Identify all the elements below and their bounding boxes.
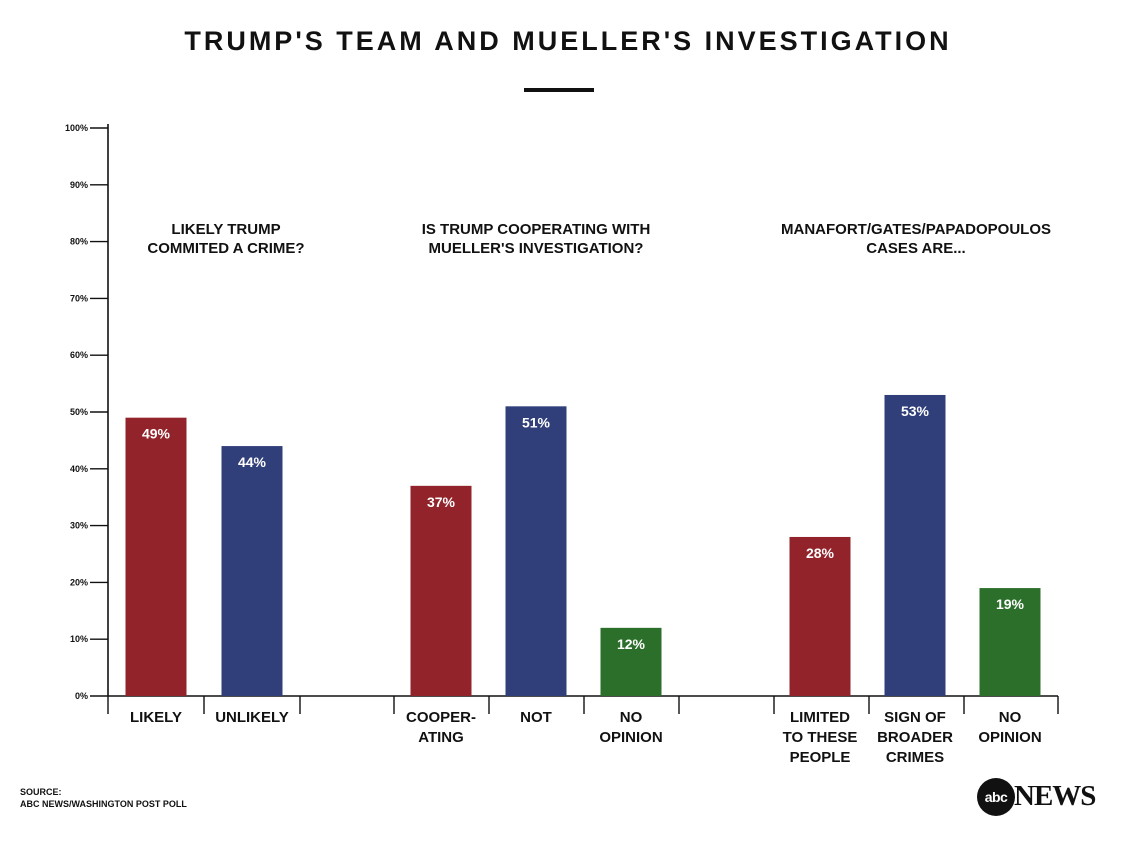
x-category-label: OPINION: [599, 729, 662, 746]
bar-blue: [221, 446, 283, 696]
y-tick-label: 0%: [75, 691, 88, 701]
source-text: ABC NEWS/WASHINGTON POST POLL: [20, 799, 187, 809]
x-category-label: TO THESE: [783, 729, 858, 746]
source-label: SOURCE:: [20, 787, 62, 797]
x-category-label: NOT: [520, 709, 552, 726]
y-tick-label: 50%: [70, 407, 88, 417]
y-tick-label: 100%: [65, 123, 88, 133]
bar-value-label: 37%: [427, 494, 456, 510]
x-category-label: SIGN OF: [884, 709, 946, 726]
x-category-label: LIMITED: [790, 709, 850, 726]
bar-value-label: 51%: [522, 414, 551, 430]
bar-value-label: 19%: [996, 596, 1025, 612]
group-question-label: IS TRUMP COOPERATING WITH: [422, 221, 651, 238]
bar-blue: [884, 394, 946, 696]
y-tick-label: 20%: [70, 577, 88, 587]
source-note: SOURCE: ABC NEWS/WASHINGTON POST POLL: [20, 786, 187, 810]
y-tick-label: 90%: [70, 180, 88, 190]
bar-red: [125, 417, 187, 696]
group-question-label: COMMITED A CRIME?: [147, 240, 304, 257]
group-question-label: CASES ARE...: [866, 240, 965, 257]
bar-value-label: 53%: [901, 403, 930, 419]
bar-green: [979, 588, 1041, 696]
title-underline: [524, 88, 594, 92]
group-question-label: LIKELY TRUMP: [171, 221, 280, 238]
abc-news-logo: abc NEWS: [977, 776, 1102, 818]
x-category-label: PEOPLE: [790, 749, 851, 766]
bar-value-label: 44%: [238, 454, 267, 470]
bar-blue: [505, 406, 567, 696]
x-category-label: COOPER-: [406, 709, 476, 726]
group-question-label: MUELLER'S INVESTIGATION?: [429, 240, 644, 257]
bar-red: [789, 536, 851, 696]
bar-value-label: 12%: [617, 636, 646, 652]
bar-red: [410, 485, 472, 696]
x-category-label: NO: [620, 709, 643, 726]
x-category-label: ATING: [418, 729, 464, 746]
bar-value-label: 28%: [806, 545, 835, 561]
news-logo-text: NEWS: [1014, 780, 1096, 812]
x-category-label: UNLIKELY: [215, 709, 289, 726]
x-category-label: BROADER: [877, 729, 953, 746]
y-tick-label: 60%: [70, 350, 88, 360]
bar-value-label: 49%: [142, 426, 171, 442]
abc-logo-circle: abc: [977, 778, 1015, 816]
y-tick-label: 40%: [70, 464, 88, 474]
group-question-label: MANAFORT/GATES/PAPADOPOULOS: [781, 221, 1051, 238]
y-tick-label: 80%: [70, 237, 88, 247]
bar-green: [600, 627, 662, 696]
y-tick-label: 70%: [70, 293, 88, 303]
x-category-label: NO: [999, 709, 1022, 726]
x-category-label: CRIMES: [886, 749, 944, 766]
y-tick-label: 30%: [70, 521, 88, 531]
chart-title: TRUMP'S TEAM AND MUELLER'S INVESTIGATION: [184, 26, 952, 56]
x-category-label: OPINION: [978, 729, 1041, 746]
y-tick-label: 10%: [70, 634, 88, 644]
x-category-label: LIKELY: [130, 709, 182, 726]
